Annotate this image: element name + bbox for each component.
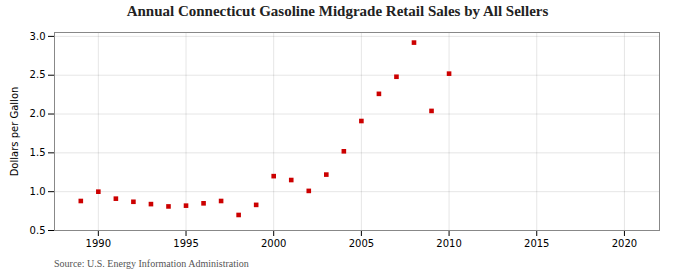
svg-text:2020: 2020 <box>612 238 637 249</box>
svg-text:2010: 2010 <box>436 238 461 249</box>
svg-text:1.0: 1.0 <box>30 186 46 197</box>
svg-text:2000: 2000 <box>261 238 286 249</box>
svg-text:2.5: 2.5 <box>30 69 46 80</box>
svg-text:2.0: 2.0 <box>30 108 46 119</box>
svg-text:Dollars per Gallon: Dollars per Gallon <box>9 87 20 177</box>
svg-text:2005: 2005 <box>349 238 374 249</box>
svg-text:1990: 1990 <box>86 238 111 249</box>
svg-text:2015: 2015 <box>524 238 549 249</box>
html-text:Annual Connecticut Gasoline Mi: Annual Connecticut Gasoline Midgrade Ret… <box>126 3 549 19</box>
svg-text:0.5: 0.5 <box>30 225 46 236</box>
svg-text:3.0: 3.0 <box>30 31 46 42</box>
html-text:Source: U.S. Energy Informatio: Source: U.S. Energy Information Administ… <box>54 258 249 269</box>
svg-text:1.5: 1.5 <box>30 147 46 158</box>
svg-text:1995: 1995 <box>173 238 198 249</box>
